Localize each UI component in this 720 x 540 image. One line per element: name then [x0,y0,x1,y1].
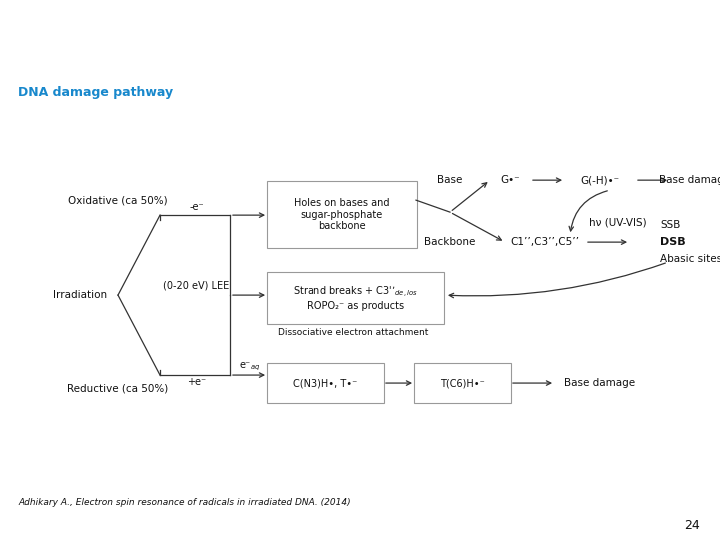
Text: Backbone: Backbone [424,237,476,247]
Text: +e⁻: +e⁻ [187,377,207,387]
Text: SSB: SSB [660,220,680,230]
Text: Dissociative electron attachment: Dissociative electron attachment [278,328,428,336]
Text: DSB: DSB [660,237,685,247]
Text: Abasic sites: Abasic sites [660,254,720,264]
Text: Base damage: Base damage [660,175,720,185]
Text: 24: 24 [684,518,700,531]
Text: Base: Base [437,175,463,185]
Text: Base damage: Base damage [564,378,636,388]
FancyBboxPatch shape [267,363,384,403]
Text: Strand breaks + C3'’$_{de,los}$
ROPO₂⁻ as products: Strand breaks + C3'’$_{de,los}$ ROPO₂⁻ a… [293,285,418,312]
Text: (0-20 eV) LEE: (0-20 eV) LEE [163,280,229,290]
FancyBboxPatch shape [267,181,417,248]
Text: Oxidative (ca 50%): Oxidative (ca 50%) [68,195,168,205]
Text: Interaction of XUV/SXR with DNA: Interaction of XUV/SXR with DNA [16,26,405,51]
FancyBboxPatch shape [267,272,444,324]
Text: DNA damage pathway: DNA damage pathway [18,86,173,99]
Text: Holes on bases and
sugar-phosphate
backbone: Holes on bases and sugar-phosphate backb… [294,198,390,231]
Text: Adhikary A., Electron spin resonance of radicals in irradiated DNA. (2014): Adhikary A., Electron spin resonance of … [18,497,351,507]
Text: C1’’,C3’’,C5’’: C1’’,C3’’,C5’’ [510,237,580,247]
Text: C(N3)H•, T•⁻: C(N3)H•, T•⁻ [293,378,358,388]
Text: T(C6)H•⁻: T(C6)H•⁻ [440,378,485,388]
Text: Irradiation: Irradiation [53,290,107,300]
FancyBboxPatch shape [414,363,511,403]
Text: G(-H)•⁻: G(-H)•⁻ [580,175,620,185]
Text: G•⁻: G•⁻ [500,175,520,185]
Text: hν (UV-VIS): hν (UV-VIS) [589,217,647,227]
Text: Reductive (ca 50%): Reductive (ca 50%) [68,383,168,393]
Text: -e⁻: -e⁻ [189,202,204,212]
Text: e⁻$_{aq}$: e⁻$_{aq}$ [239,361,261,373]
